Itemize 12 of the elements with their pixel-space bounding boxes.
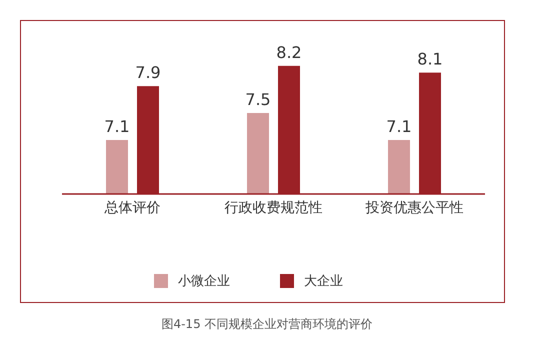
data-label: 8.1 <box>417 50 443 69</box>
data-label: 7.9 <box>135 63 161 82</box>
data-label: 7.1 <box>104 117 130 136</box>
data-label: 7.5 <box>245 90 271 110</box>
x-tick-label: 行政收费规范性 <box>224 200 322 216</box>
data-label: 7.1 <box>386 117 412 136</box>
x-tick-label: 投资优惠公平性 <box>364 200 464 216</box>
legend-label: 大企业 <box>304 274 343 289</box>
x-tick-label: 总体评价 <box>104 200 160 216</box>
legend-label: 小微企业 <box>178 274 230 289</box>
text: 图4-15 不同规模企业对营商环境的评价 <box>160 316 374 333</box>
data-label: 8.2 <box>276 42 302 62</box>
